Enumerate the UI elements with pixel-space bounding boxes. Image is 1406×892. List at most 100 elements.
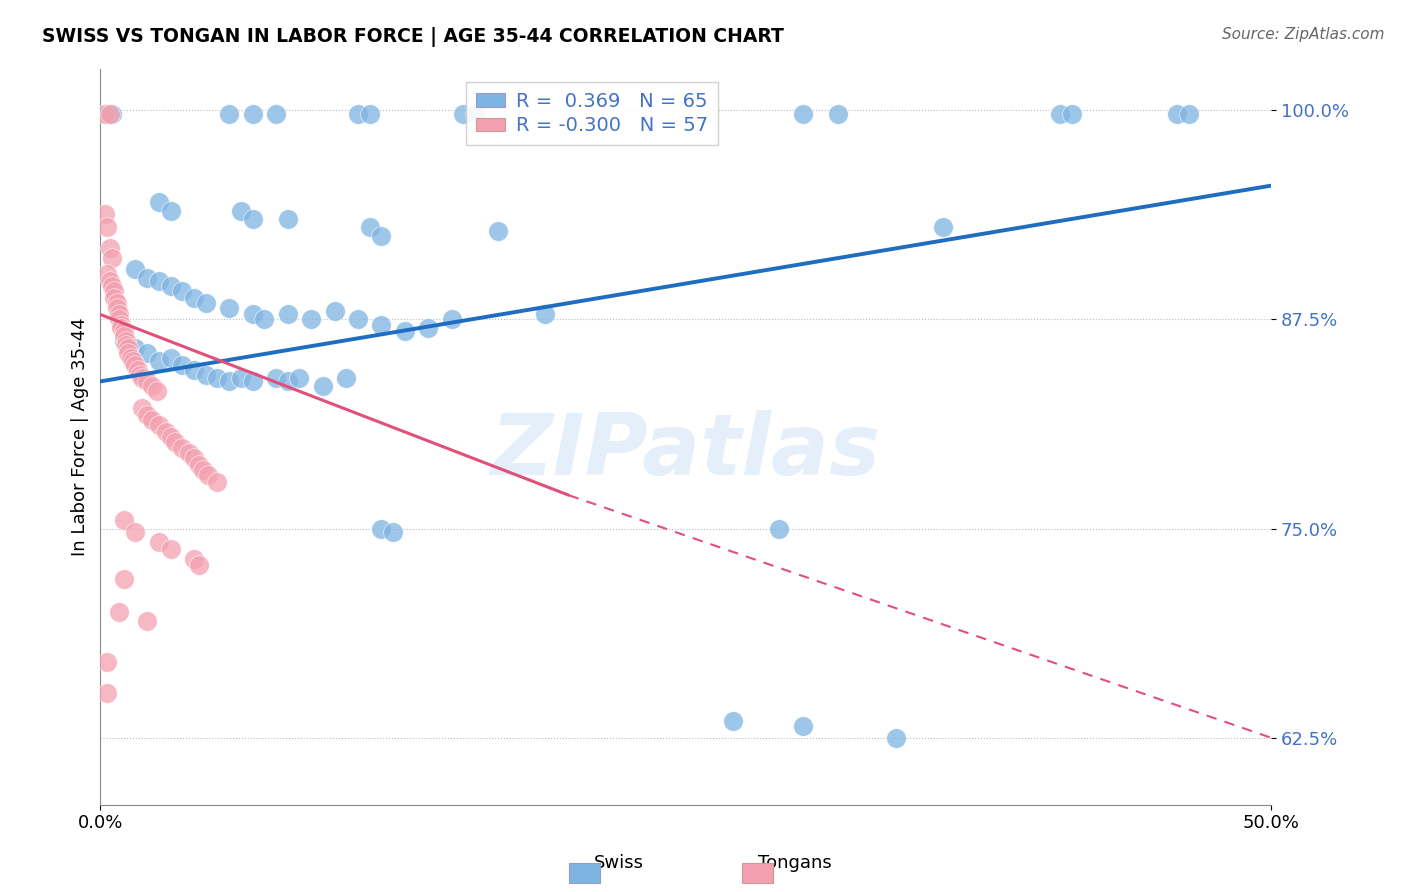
Point	[187, 558, 209, 573]
Point	[136, 614, 159, 628]
Point	[207, 475, 229, 489]
Point	[98, 241, 121, 255]
Point	[131, 371, 153, 385]
Point	[183, 291, 205, 305]
Point	[159, 541, 181, 556]
Point	[183, 362, 205, 376]
Point	[101, 279, 124, 293]
Point	[440, 312, 463, 326]
Point	[534, 308, 557, 322]
Point	[264, 106, 287, 120]
Point	[124, 262, 146, 277]
Point	[103, 291, 125, 305]
Point	[277, 212, 299, 227]
Point	[194, 368, 217, 382]
Point	[886, 731, 908, 745]
Point	[277, 375, 299, 389]
Point	[277, 308, 299, 322]
Point	[172, 284, 194, 298]
Point	[382, 524, 405, 539]
Point	[105, 301, 128, 315]
Point	[148, 535, 170, 549]
Point	[112, 513, 135, 527]
Point	[159, 351, 181, 365]
Y-axis label: In Labor Force | Age 35-44: In Labor Force | Age 35-44	[72, 318, 89, 556]
Point	[159, 279, 181, 293]
Point	[768, 522, 790, 536]
Point	[418, 321, 440, 335]
Point	[112, 572, 135, 586]
Point	[145, 384, 167, 399]
Point	[242, 106, 264, 120]
Point	[172, 442, 194, 456]
Point	[117, 346, 139, 360]
Point	[370, 228, 392, 243]
Point	[242, 308, 264, 322]
Point	[194, 295, 217, 310]
Point	[136, 346, 159, 360]
Point	[932, 220, 955, 235]
Point	[115, 334, 138, 349]
Text: ZIPatlas: ZIPatlas	[491, 409, 880, 492]
Point	[110, 321, 132, 335]
Text: Swiss: Swiss	[593, 855, 644, 872]
Point	[105, 295, 128, 310]
Point	[218, 375, 240, 389]
Text: Tongans: Tongans	[758, 855, 831, 872]
Point	[1166, 106, 1188, 120]
Point	[115, 337, 138, 351]
Point	[103, 284, 125, 298]
Point	[98, 106, 121, 120]
Point	[229, 371, 252, 385]
Point	[242, 375, 264, 389]
Point	[464, 106, 486, 120]
Point	[136, 270, 159, 285]
Point	[108, 312, 131, 326]
Point	[172, 358, 194, 372]
Point	[110, 318, 132, 332]
Point	[124, 358, 146, 372]
Point	[131, 401, 153, 416]
Point	[122, 354, 145, 368]
Point	[112, 329, 135, 343]
Point	[141, 413, 163, 427]
Point	[120, 351, 142, 365]
Legend: R =  0.369   N = 65, R = -0.300   N = 57: R = 0.369 N = 65, R = -0.300 N = 57	[465, 82, 718, 145]
Point	[207, 371, 229, 385]
Point	[264, 371, 287, 385]
Point	[187, 458, 209, 472]
Point	[124, 341, 146, 355]
Point	[124, 524, 146, 539]
Point	[288, 371, 311, 385]
Point	[96, 220, 118, 235]
Point	[141, 379, 163, 393]
Point	[1178, 106, 1201, 120]
Point	[136, 408, 159, 422]
Point	[112, 324, 135, 338]
Point	[179, 446, 201, 460]
Point	[94, 207, 117, 221]
Point	[96, 268, 118, 282]
Point	[218, 301, 240, 315]
Point	[193, 463, 215, 477]
Point	[253, 312, 276, 326]
Point	[827, 106, 849, 120]
Point	[155, 425, 177, 439]
Point	[101, 106, 124, 120]
Point	[112, 334, 135, 349]
Point	[453, 106, 475, 120]
Point	[159, 203, 181, 218]
Point	[94, 106, 117, 120]
Point	[129, 368, 152, 382]
Point	[218, 106, 240, 120]
Point	[96, 685, 118, 699]
Point	[108, 605, 131, 619]
Point	[148, 195, 170, 210]
Point	[108, 308, 131, 322]
Point	[370, 318, 392, 332]
Point	[165, 434, 187, 449]
Point	[148, 417, 170, 432]
Point	[148, 354, 170, 368]
Point	[136, 375, 159, 389]
Point	[229, 203, 252, 218]
